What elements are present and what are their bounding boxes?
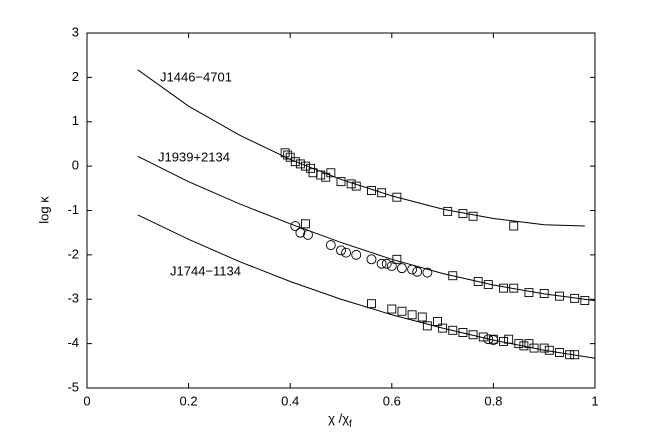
data-point (387, 304, 397, 314)
x-tick-label: 0.4 (281, 393, 299, 408)
data-point (422, 321, 432, 331)
y-tick-label: 2 (72, 69, 79, 84)
y-tick-label: -2 (67, 246, 79, 261)
data-point (366, 254, 377, 265)
data-point (539, 343, 549, 353)
data-point (565, 350, 575, 360)
data-point (448, 271, 458, 281)
data-point (433, 316, 442, 326)
y-tick-label: 3 (72, 24, 79, 39)
data-point (448, 325, 458, 335)
data-point (392, 192, 402, 202)
data-point (438, 323, 448, 333)
data-point (458, 209, 468, 219)
data-point (341, 247, 352, 258)
plot-frame (86, 32, 596, 389)
y-tick-label: -4 (67, 335, 79, 350)
data-point (346, 179, 356, 189)
x-tick-label: 0.8 (484, 393, 502, 408)
data-point (499, 336, 509, 346)
data-point (407, 310, 417, 320)
data-point (283, 150, 293, 160)
data-point (300, 219, 310, 229)
data-point (519, 341, 529, 351)
curve-label: J1939+2134 (158, 149, 230, 164)
data-point (570, 350, 580, 360)
x-tick-label: 0 (83, 393, 90, 408)
fit-curve (137, 155, 596, 302)
data-point (377, 188, 387, 198)
data-point (570, 293, 580, 303)
data-point (300, 161, 310, 171)
y-tick-label: -3 (67, 291, 79, 306)
data-point (381, 258, 392, 269)
data-point (483, 334, 494, 345)
data-point (544, 345, 554, 355)
data-point (539, 289, 549, 298)
data-point (376, 258, 387, 269)
data-point (483, 280, 493, 290)
data-point (336, 245, 346, 256)
data-point (443, 206, 453, 216)
curve-label: J1446−4701 (160, 69, 232, 84)
data-point (326, 168, 336, 178)
data-point (407, 264, 418, 275)
data-point (316, 170, 326, 180)
y-tick-label: -1 (67, 202, 79, 217)
data-point (336, 177, 346, 187)
data-point (458, 328, 468, 337)
data-point (580, 296, 590, 306)
x-axis-label: χ /χf (328, 411, 352, 429)
data-point (504, 334, 514, 344)
y-axis-label: log κ (36, 196, 51, 224)
data-point (290, 157, 300, 167)
data-point (509, 283, 519, 293)
data-point (478, 332, 488, 342)
data-point (397, 263, 407, 274)
curve-label: J1744−1134 (170, 263, 241, 278)
data-point (509, 221, 519, 231)
data-point (351, 181, 361, 191)
data-point (397, 306, 407, 316)
data-point (367, 299, 376, 309)
x-axis-label-sub: f (349, 419, 352, 430)
data-point (290, 221, 301, 231)
x-tick-label: 1 (591, 393, 598, 408)
data-point (473, 277, 483, 286)
data-point (422, 267, 433, 278)
fit-curve (137, 214, 596, 359)
y-tick-label: 1 (72, 113, 79, 128)
data-point (468, 211, 478, 221)
data-point (468, 330, 478, 340)
data-point (554, 291, 564, 301)
x-axis-label-main: χ /χ (328, 411, 349, 426)
data-point (412, 266, 423, 277)
data-point (524, 288, 534, 298)
data-point (386, 261, 397, 271)
data-point (295, 159, 305, 169)
data-point (499, 283, 509, 293)
data-point (351, 249, 362, 260)
data-point (325, 240, 336, 251)
data-point (417, 312, 427, 322)
y-tick-label: -5 (67, 379, 79, 394)
data-point (367, 186, 376, 195)
data-point (488, 334, 498, 344)
data-point (514, 339, 524, 349)
y-tick-label: 0 (72, 158, 79, 173)
data-point (554, 348, 564, 357)
x-tick-label: 0.6 (383, 393, 401, 408)
data-point (295, 227, 306, 238)
fit-curve (137, 69, 585, 227)
data-point (303, 229, 313, 240)
data-point (392, 254, 402, 264)
x-tick-label: 0.2 (180, 393, 198, 408)
data-point (529, 343, 539, 353)
